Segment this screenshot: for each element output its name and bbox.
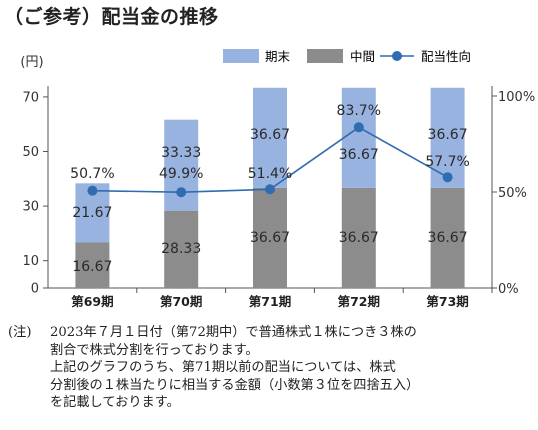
legend-label-payout: 配当性向 (421, 49, 471, 64)
y-left-tick-label: 10 (22, 254, 39, 269)
y-left-tick-label: 50 (22, 145, 39, 160)
bar-interim (75, 242, 110, 288)
legend-label-year-end: 期末 (265, 49, 291, 64)
x-category-label: 第69期 (71, 294, 113, 309)
y-right-tick-label: 0% (498, 282, 519, 297)
bar-interim (341, 187, 376, 288)
interim-value-label: 16.67 (72, 259, 112, 275)
footnote-line-1: 2023年７月１日付（第72期中）で普通株式１株につき３株の (50, 325, 417, 340)
interim-value-label: 36.67 (250, 230, 290, 246)
footnote-mark: (注) (8, 325, 32, 340)
bar-year-end (341, 87, 376, 188)
x-category-label: 第70期 (160, 294, 202, 309)
y-right-tick-label: 50% (498, 186, 527, 201)
x-category-label: 第71期 (249, 294, 291, 309)
bar-interim (164, 210, 199, 288)
payout-ratio-point (87, 185, 98, 196)
interim-value-label: 36.67 (339, 230, 379, 246)
legend-label-interim: 中間 (350, 49, 375, 64)
legend-marker-payout (392, 51, 402, 61)
footnote-line-3: 上記のグラフのうち、第71期以前の配当については、株式 (50, 360, 396, 375)
bar-year-end (253, 87, 287, 188)
x-category-label: 第73期 (426, 294, 468, 309)
footnote-line-2: 割合で株式分割を行っております。 (50, 342, 259, 358)
footnote: (注) 2023年７月１日付（第72期中）で普通株式１株につき３株の 割合で株式… (8, 324, 534, 412)
payout-ratio-label: 50.7% (70, 166, 114, 182)
legend-swatch-year-end (223, 49, 259, 63)
interim-value-label: 36.67 (428, 230, 468, 246)
payout-ratio-point (176, 187, 187, 198)
payout-ratio-point (353, 122, 364, 133)
y-right-tick-label: 100% (498, 90, 535, 105)
payout-ratio-label: 49.9% (159, 166, 203, 182)
payout-ratio-point (442, 172, 453, 183)
payout-ratio-label: 83.7% (337, 103, 381, 119)
payout-ratio-point (265, 184, 275, 195)
payout-ratio-label: 57.7% (425, 154, 469, 170)
year-end-value-label: 33.33 (161, 145, 201, 161)
year-end-value-label: 36.67 (339, 147, 379, 163)
year-end-value-label: 36.67 (250, 127, 290, 143)
year-end-value-label: 21.67 (72, 205, 112, 221)
bar-interim (430, 187, 465, 288)
bar-interim (253, 187, 287, 288)
legend-swatch-interim (307, 49, 343, 63)
y-unit-label: (円) (20, 55, 43, 70)
footnote-line-4: 分割後の１株当たりに相当する金額（小数第３位を四捨五入） (50, 377, 420, 393)
interim-value-label: 28.33 (161, 241, 201, 257)
y-left-tick-label: 30 (22, 200, 39, 215)
year-end-value-label: 36.67 (428, 127, 468, 143)
page-title: （ご参考）配当金の推移 (4, 6, 219, 28)
footnote-line-5: を記載しております。 (50, 395, 180, 410)
y-left-tick-label: 0 (31, 282, 39, 297)
x-category-label: 第72期 (338, 294, 380, 309)
dividend-chart: (円) 0 10 30 50 70 0% 50% 100% 第69期 第70期 第71期 第72期 第73… (20, 49, 535, 309)
y-left-tick-label: 70 (22, 90, 39, 105)
payout-ratio-label: 51.4% (248, 166, 292, 182)
